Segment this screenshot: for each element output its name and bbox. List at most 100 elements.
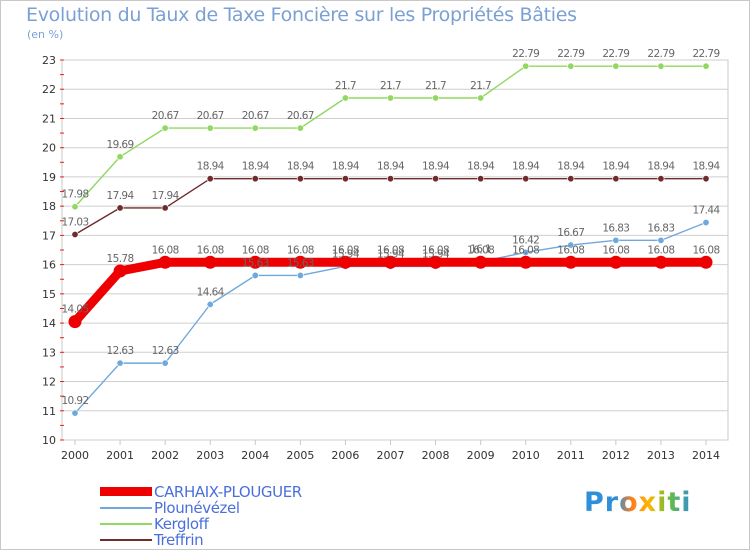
data-point-plounevezel	[161, 359, 169, 367]
data-label-kergloff: 22.79	[512, 48, 539, 60]
data-point-carhaix	[384, 255, 397, 269]
data-label-kergloff: 20.67	[152, 110, 179, 122]
data-point-carhaix	[654, 255, 668, 269]
data-label-carhaix: 16.08	[332, 244, 359, 256]
data-point-treffrin	[116, 204, 124, 212]
data-point-treffrin	[386, 175, 394, 183]
y-tick-label: 21	[42, 112, 56, 125]
data-point-kergloff	[341, 94, 349, 102]
x-tick-label: 2013	[647, 449, 675, 462]
data-point-carhaix	[248, 255, 262, 269]
data-label-kergloff: 21.7	[425, 80, 446, 92]
data-label-carhaix: 15.78	[107, 253, 134, 265]
data-label-kergloff: 21.7	[470, 80, 491, 92]
data-label-plounevezel: 15.94	[377, 248, 405, 260]
data-point-treffrin	[432, 175, 440, 183]
data-point-kergloff	[251, 124, 259, 132]
data-point-treffrin	[657, 175, 665, 183]
data-point-plounevezel	[522, 248, 530, 256]
data-point-treffrin	[702, 175, 710, 183]
data-label-kergloff: 20.67	[197, 110, 224, 122]
data-label-kergloff: 22.79	[557, 48, 584, 60]
data-label-treffrin: 18.94	[242, 161, 270, 173]
legend-label-kergloff: Kergloff	[154, 515, 209, 533]
legend-label-carhaix: CARHAIX-PLOUGUER	[154, 483, 302, 501]
data-point-kergloff	[612, 62, 620, 70]
data-point-kergloff	[116, 153, 124, 161]
legend-swatch-plounevezel	[100, 507, 152, 509]
data-point-plounevezel	[567, 241, 575, 249]
data-label-carhaix: 16.08	[557, 244, 584, 256]
data-label-plounevezel: 16.83	[647, 222, 674, 234]
data-label-treffrin: 18.94	[197, 161, 225, 173]
y-tick-label: 15	[42, 288, 56, 301]
brand-name: Proxiti	[584, 487, 692, 518]
data-label-kergloff: 20.67	[242, 110, 269, 122]
data-label-kergloff: 20.67	[287, 110, 314, 122]
legend-swatch-kergloff	[100, 523, 152, 525]
y-tick-label: 10	[42, 434, 56, 447]
data-point-treffrin	[567, 175, 575, 183]
data-label-kergloff: 21.7	[380, 80, 401, 92]
data-label-treffrin: 18.94	[512, 161, 540, 173]
data-point-kergloff	[206, 124, 214, 132]
chart-title: Evolution du Taux de Taxe Foncière sur l…	[26, 4, 577, 26]
x-tick-label: 2009	[467, 449, 495, 462]
data-label-carhaix: 14.05	[61, 304, 88, 316]
x-tick-label: 2011	[557, 449, 585, 462]
data-point-carhaix	[113, 264, 127, 278]
x-tick-label: 2008	[422, 449, 450, 462]
data-point-carhaix	[158, 255, 172, 269]
data-point-plounevezel	[71, 409, 79, 417]
y-tick-label: 17	[42, 229, 56, 242]
x-tick-label: 2014	[692, 449, 720, 462]
x-tick-label: 2003	[196, 449, 224, 462]
y-tick-label: 20	[42, 142, 56, 155]
y-tick-label: 13	[42, 346, 56, 359]
data-label-kergloff: 19.69	[107, 139, 134, 151]
data-point-carhaix	[338, 255, 352, 269]
data-point-kergloff	[702, 62, 710, 70]
x-tick-label: 2001	[106, 449, 134, 462]
data-labels: 10.92 12.63 12.63 14.64 15.63 15.63 15.94 15.94…	[61, 48, 721, 407]
y-tick-label: 16	[42, 259, 56, 272]
data-point-plounevezel	[612, 236, 620, 244]
data-point-carhaix	[429, 255, 443, 269]
data-point-kergloff	[296, 124, 304, 132]
data-point-plounevezel	[116, 359, 124, 367]
data-point-carhaix	[293, 255, 307, 269]
data-point-carhaix	[519, 255, 533, 269]
data-point-plounevezel	[657, 236, 665, 244]
data-point-plounevezel	[296, 271, 304, 279]
data-label-kergloff: 22.79	[692, 48, 719, 60]
data-point-treffrin	[161, 204, 169, 212]
data-label-carhaix: 16.08	[647, 244, 674, 256]
data-point-carhaix	[203, 255, 217, 269]
y-tick-label: 18	[42, 200, 56, 213]
data-point-kergloff	[567, 62, 575, 70]
data-label-treffrin: 18.94	[647, 161, 675, 173]
data-point-treffrin	[251, 175, 259, 183]
x-tick-label: 2006	[331, 449, 359, 462]
data-point-carhaix	[609, 255, 623, 269]
data-label-carhaix: 16.08	[692, 244, 719, 256]
data-label-plounevezel: 15.63	[287, 257, 314, 269]
data-label-kergloff: 22.79	[647, 48, 674, 60]
data-point-plounevezel	[206, 300, 214, 308]
data-point-treffrin	[296, 175, 304, 183]
data-label-carhaix: 16.08	[377, 244, 404, 256]
data-point-carhaix	[474, 255, 488, 269]
data-label-plounevezel: 16.42	[512, 234, 539, 246]
data-label-plounevezel: 12.63	[152, 345, 179, 357]
data-point-treffrin	[206, 175, 214, 183]
x-tick-label: 2004	[241, 449, 269, 462]
x-tick-label: 2010	[512, 449, 540, 462]
data-label-carhaix: 16.08	[287, 244, 314, 256]
y-tick-label: 11	[42, 405, 56, 418]
legend-swatch-carhaix	[100, 487, 152, 496]
y-tick-label: 22	[42, 83, 56, 96]
data-label-treffrin: 18.94	[692, 161, 720, 173]
data-label-carhaix: 16.08	[152, 244, 179, 256]
data-label-treffrin: 18.94	[602, 161, 630, 173]
